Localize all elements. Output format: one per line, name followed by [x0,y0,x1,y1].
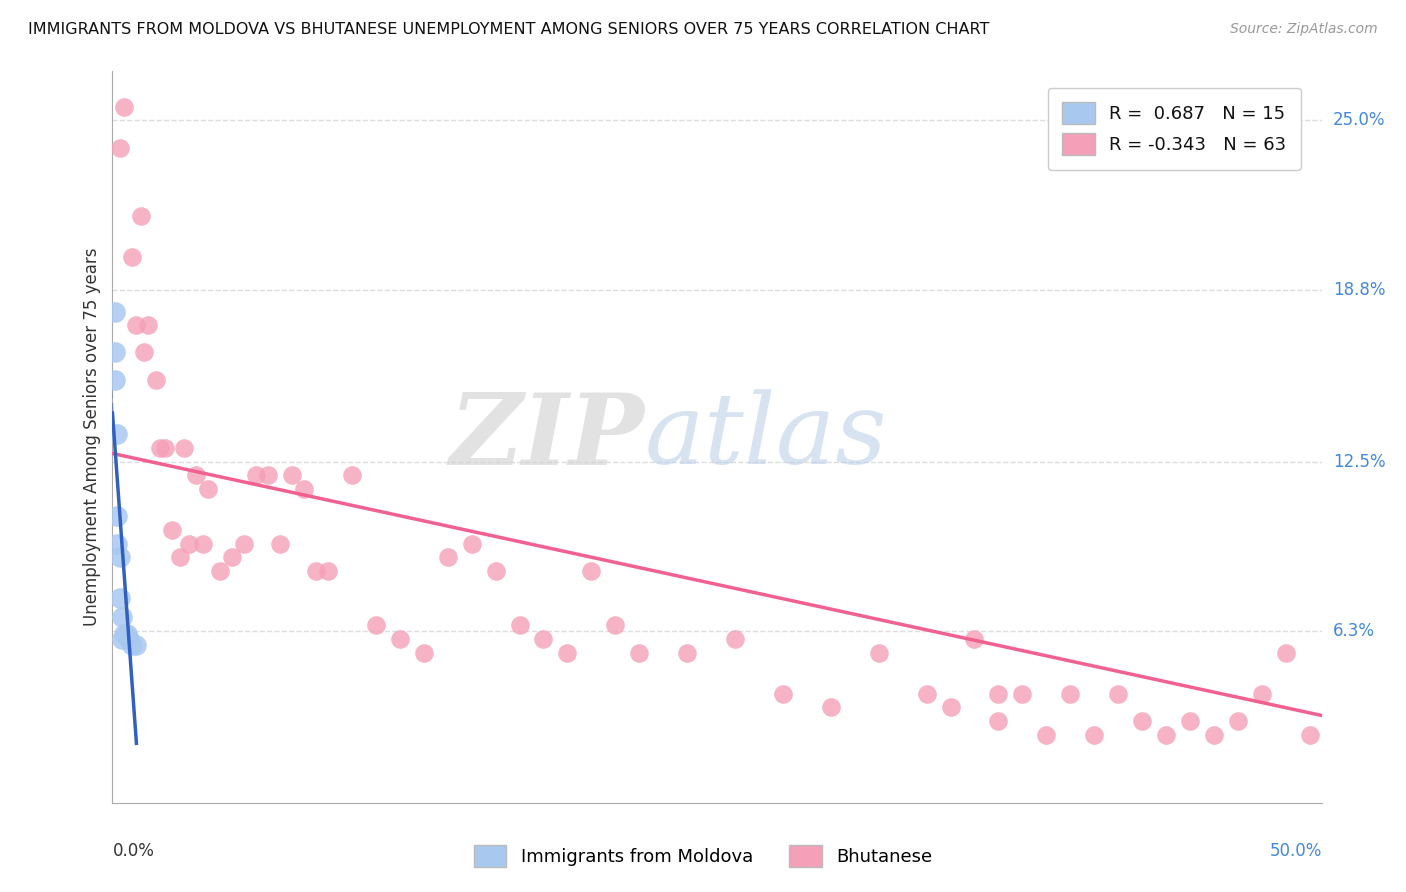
Point [173,441,195,455]
Point [557,646,579,660]
Point [915,687,938,701]
Point [269,536,291,550]
Point [121,638,143,652]
Point [939,700,962,714]
Text: 0.0%: 0.0% [112,842,155,860]
Point [1298,728,1320,742]
Point [193,536,215,550]
Point [125,638,148,652]
Point [108,591,131,606]
Point [125,318,148,333]
Point [105,509,128,524]
Point [605,618,627,632]
Text: Source: ZipAtlas.com: Source: ZipAtlas.com [1230,22,1378,37]
Point [509,618,531,632]
Point [121,250,143,264]
Point [197,482,219,496]
Point [105,427,128,442]
Point [129,209,152,223]
Point [412,646,434,660]
Point [676,646,699,660]
Point [1130,714,1153,728]
Point [316,564,339,578]
Point [169,550,191,565]
Point [340,468,363,483]
Point [108,550,131,565]
Text: 6.3%: 6.3% [1333,622,1375,640]
Point [257,468,280,483]
Legend: R =  0.687   N = 15, R = -0.343   N = 63: R = 0.687 N = 15, R = -0.343 N = 63 [1047,87,1301,169]
Point [132,345,155,359]
Point [177,536,200,550]
Point [104,345,127,359]
Point [484,564,506,578]
Point [581,564,603,578]
Point [1083,728,1105,742]
Point [436,550,458,565]
Point [245,468,267,483]
Point [305,564,328,578]
Point [724,632,747,646]
Point [115,626,138,640]
Point [1107,687,1129,701]
Point [233,536,256,550]
Point [772,687,794,701]
Point [820,700,842,714]
Point [111,632,134,646]
Point [105,536,128,550]
Text: 18.8%: 18.8% [1333,281,1385,299]
Point [1011,687,1033,701]
Text: atlas: atlas [644,390,887,484]
Point [111,610,134,624]
Point [364,618,387,632]
Point [868,646,890,660]
Point [987,687,1010,701]
Point [114,626,136,640]
Point [1035,728,1057,742]
Point [281,468,304,483]
Point [104,304,127,318]
Point [1154,728,1177,742]
Point [628,646,651,660]
Point [1202,728,1225,742]
Point [388,632,411,646]
Point [145,373,167,387]
Point [460,536,482,550]
Point [209,564,232,578]
Text: ZIP: ZIP [450,389,644,485]
Point [138,318,160,333]
Point [1059,687,1081,701]
Point [1178,714,1201,728]
Point [114,100,136,114]
Text: 50.0%: 50.0% [1270,842,1322,860]
Point [153,441,176,455]
Text: 25.0%: 25.0% [1333,112,1385,129]
Point [162,523,184,537]
Text: 12.5%: 12.5% [1333,452,1385,471]
Point [108,141,131,155]
Point [533,632,555,646]
Point [118,632,141,646]
Point [186,468,208,483]
Point [1250,687,1272,701]
Point [1226,714,1249,728]
Legend: Immigrants from Moldova, Bhutanese: Immigrants from Moldova, Bhutanese [467,838,939,874]
Point [221,550,243,565]
Point [104,373,127,387]
Point [149,441,172,455]
Point [292,482,315,496]
Point [1274,646,1296,660]
Point [963,632,986,646]
Text: IMMIGRANTS FROM MOLDOVA VS BHUTANESE UNEMPLOYMENT AMONG SENIORS OVER 75 YEARS CO: IMMIGRANTS FROM MOLDOVA VS BHUTANESE UNE… [28,22,990,37]
Point [987,714,1010,728]
Y-axis label: Unemployment Among Seniors over 75 years: Unemployment Among Seniors over 75 years [83,248,101,626]
